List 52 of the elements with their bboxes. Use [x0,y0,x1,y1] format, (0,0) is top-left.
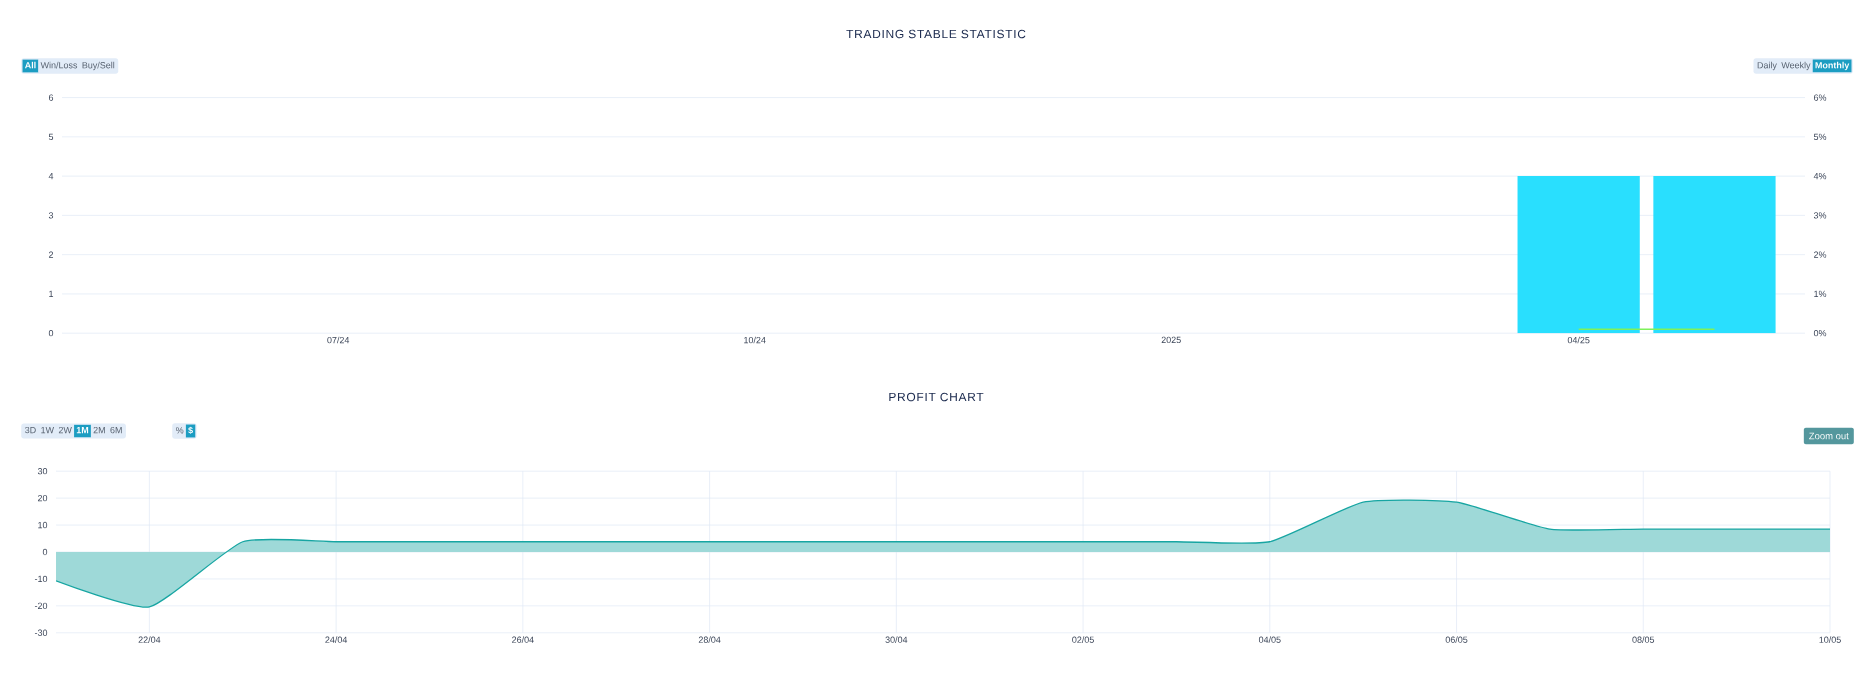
chart-title: PROFIT CHART [889,392,984,402]
text: 2M [93,426,105,434]
text: 1M [76,427,89,434]
text: Daily [1757,61,1777,71]
text: Zoom out [1809,432,1849,440]
x-tick-label: 2025 [1161,336,1181,344]
x-tick-label: 10/24 [744,336,766,344]
y-tick-label: 10 [38,521,48,529]
text: Weekly [1781,61,1811,71]
y2-tick-label: 0% [1813,330,1827,337]
y-tick-label: 20 [37,494,48,502]
y-tick-label: -10 [34,575,48,583]
chart-title: TRADING STABLE STATISTIC [846,29,1026,39]
y2-tick-label: 4% [1813,172,1827,180]
x-tick-label: 06/05 [1445,636,1468,643]
y2-tick-label: 3% [1813,212,1827,219]
y-tick-label: 5 [48,133,54,140]
text: Buy/Sell [82,61,115,71]
y-tick-label: 0 [48,330,54,337]
x-tick-label: 22/04 [138,636,161,643]
text: 6M [110,426,122,434]
y-tick-label: 1 [49,290,54,297]
x-tick-label: 30/04 [885,636,908,643]
y-tick-label: 30 [37,468,48,475]
text: 1W [41,427,54,434]
x-tick-label: 07/24 [327,336,350,344]
x-tick-label: 10/05 [1819,636,1841,643]
x-tick-label: 24/04 [325,636,348,643]
y2-tick-label: 5% [1813,133,1827,141]
x-tick-label: 02/05 [1072,636,1094,643]
x-tick-label: 04/25 [1567,336,1590,344]
x-tick-label: 26/04 [512,636,534,643]
y2-tick-label: 1% [1814,290,1827,298]
x-tick-label: 28/04 [698,636,721,643]
text: All [24,61,36,69]
y-tick-label: 4 [48,173,54,180]
y2-tick-label: 6% [1814,94,1827,101]
y-tick-label: 6 [48,94,54,101]
text: $ [188,426,193,435]
text: 2W [58,426,72,434]
y-tick-label: 2 [48,251,54,258]
x-tick-label: 08/05 [1632,636,1655,643]
y-tick-label: -30 [34,629,48,636]
text: Win/Loss [40,61,78,69]
y-tick-label: 3 [48,212,54,219]
x-tick-label: 04/05 [1258,636,1281,643]
text: 3D [25,426,36,434]
y-tick-label: 0 [42,548,48,556]
y2-tick-label: 2% [1814,251,1827,258]
y-tick-label: -20 [34,602,48,610]
text: Monthly [1815,61,1850,71]
text: % [176,427,184,434]
